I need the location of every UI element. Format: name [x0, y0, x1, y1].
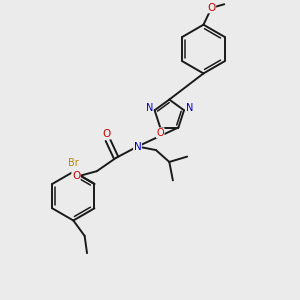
- Text: N: N: [186, 103, 193, 113]
- Text: N: N: [146, 103, 153, 113]
- Text: Br: Br: [68, 158, 79, 168]
- Text: N: N: [134, 142, 141, 152]
- Text: O: O: [207, 3, 216, 13]
- Text: O: O: [156, 128, 164, 138]
- Text: O: O: [72, 171, 80, 181]
- Text: O: O: [102, 129, 110, 139]
